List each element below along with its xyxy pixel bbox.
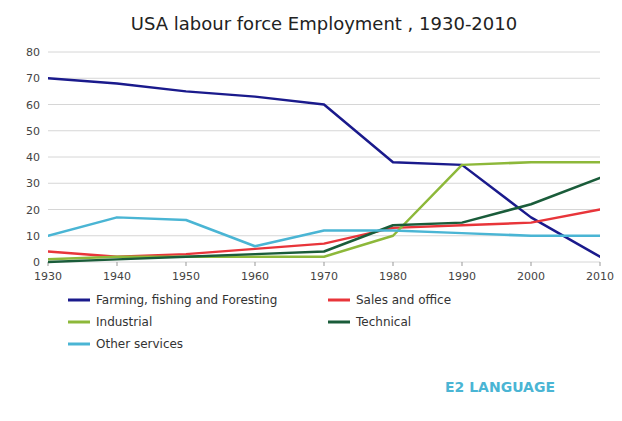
plot-area bbox=[48, 78, 600, 262]
tick-label: 1940 bbox=[103, 270, 131, 283]
legend-label: Other services bbox=[96, 337, 183, 351]
grid-line bbox=[48, 183, 600, 184]
tick-label: 1930 bbox=[34, 270, 62, 283]
chart: USA labour force Employment , 1930-2010 0… bbox=[0, 0, 622, 421]
tick-label: 2010 bbox=[586, 270, 614, 283]
x-axis: 1930 1940 1950 1960 1970 1980 1990 2000 2010 bbox=[34, 262, 614, 283]
grid-line bbox=[48, 78, 600, 79]
tick-label: 20 bbox=[26, 204, 40, 217]
legend-swatch bbox=[328, 299, 350, 302]
legend-label: Sales and office bbox=[356, 293, 451, 307]
tick-label: 80 bbox=[26, 46, 40, 59]
title: USA labour force Employment , 1930-2010 bbox=[131, 13, 517, 34]
tick-label: 0 bbox=[33, 256, 40, 269]
legend-label: Industrial bbox=[96, 315, 152, 329]
grid-line bbox=[48, 157, 600, 158]
tick-label: 50 bbox=[26, 125, 40, 138]
tick-mark bbox=[186, 262, 187, 266]
series-line bbox=[48, 178, 600, 262]
tick-label: 30 bbox=[26, 177, 40, 190]
tick-mark bbox=[393, 262, 394, 266]
legend-swatch bbox=[68, 299, 90, 302]
tick-label: 1950 bbox=[172, 270, 200, 283]
grid-line bbox=[48, 130, 600, 131]
tick-mark bbox=[462, 262, 463, 266]
tick-mark bbox=[255, 262, 256, 266]
series-line bbox=[48, 162, 600, 259]
series-line bbox=[48, 217, 600, 246]
tick-mark bbox=[324, 262, 325, 266]
tick-label: 1960 bbox=[241, 270, 269, 283]
legend-label: Technical bbox=[355, 315, 411, 329]
tick-label: 60 bbox=[26, 99, 40, 112]
tick-label: 70 bbox=[26, 72, 40, 85]
grid-line bbox=[48, 52, 600, 53]
tick-label: 2000 bbox=[517, 270, 545, 283]
legend-swatch bbox=[68, 343, 90, 346]
tick-label: 1980 bbox=[379, 270, 407, 283]
legend-label: Farming, fishing and Foresting bbox=[96, 293, 277, 307]
legend-swatch bbox=[68, 321, 90, 324]
tick-label: 1970 bbox=[310, 270, 338, 283]
series-line bbox=[48, 78, 600, 257]
tick-mark bbox=[117, 262, 118, 266]
y-axis: 0 10 20 30 40 50 60 70 80 bbox=[26, 46, 600, 269]
tick-mark bbox=[600, 262, 601, 266]
legend-swatch bbox=[328, 321, 350, 324]
tick-mark bbox=[531, 262, 532, 266]
series-line bbox=[48, 210, 600, 257]
tick-label: 40 bbox=[26, 151, 40, 164]
annotation: E2 LANGUAGE bbox=[445, 379, 555, 395]
tick-label: 10 bbox=[26, 230, 40, 243]
legend: Farming, fishing and Foresting Sales and … bbox=[68, 293, 451, 351]
tick-label: 1990 bbox=[448, 270, 476, 283]
